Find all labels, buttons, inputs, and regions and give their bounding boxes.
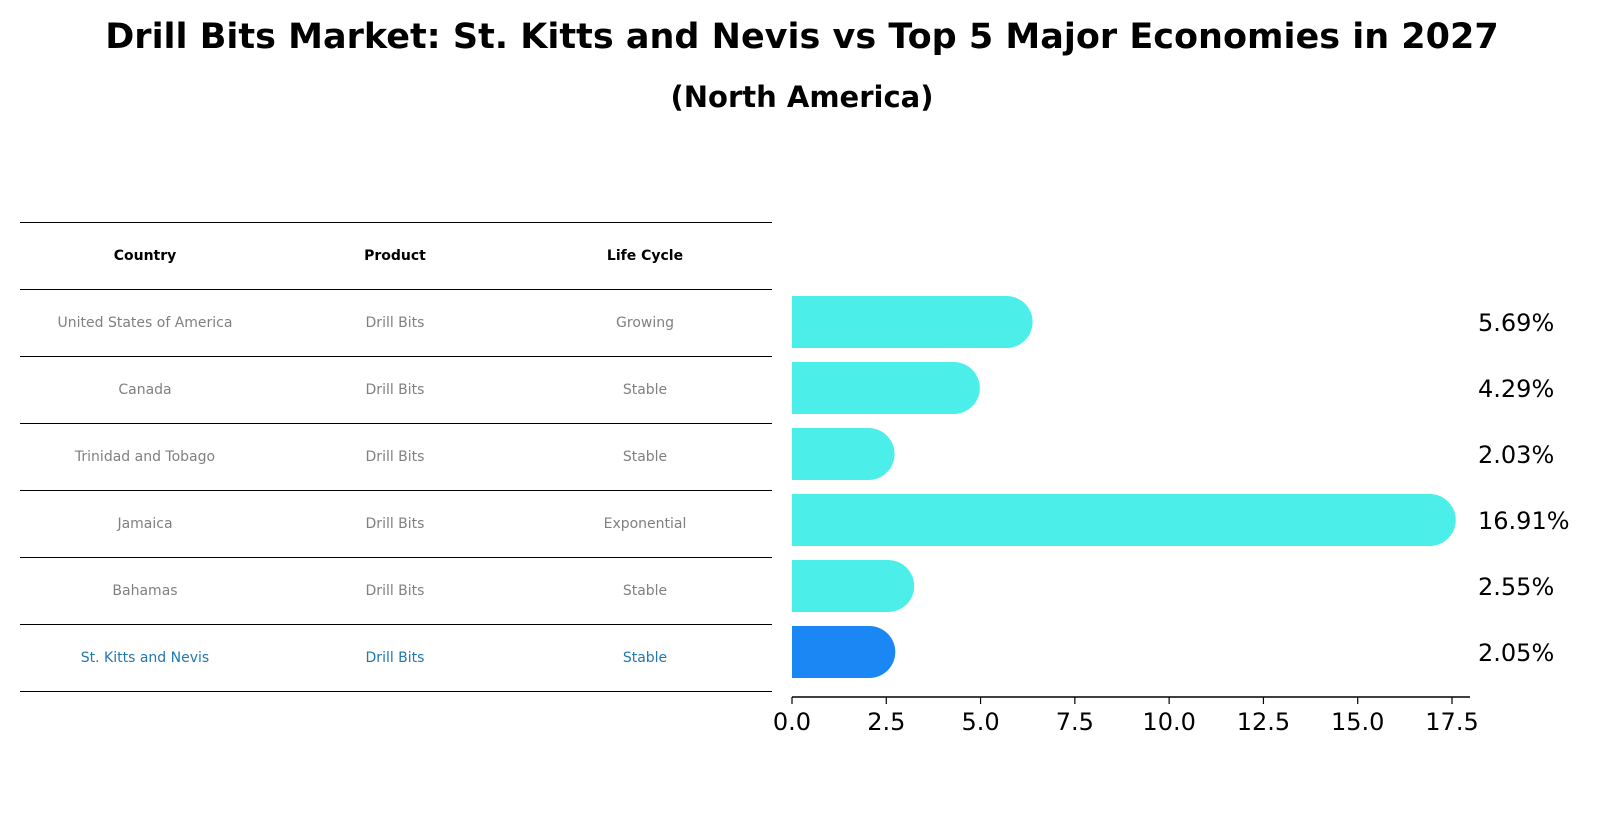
cell-product: Drill Bits bbox=[365, 382, 425, 398]
cell-country: St. Kitts and Nevis bbox=[80, 650, 210, 666]
table-top-rule bbox=[20, 222, 772, 223]
cell-life-cycle: Stable bbox=[622, 382, 668, 398]
bar-value-label: 2.55% bbox=[1478, 573, 1554, 601]
table-row: United States of America Drill Bits Grow… bbox=[20, 290, 772, 357]
x-tick-label: 5.0 bbox=[961, 708, 999, 736]
table-row-highlighted: St. Kitts and Nevis Drill Bits Stable bbox=[20, 625, 772, 692]
bar-value-label: 2.03% bbox=[1478, 441, 1554, 469]
chart-title: Drill Bits Market: St. Kitts and Nevis v… bbox=[105, 17, 1499, 57]
cell-country: Bahamas bbox=[112, 583, 178, 599]
header-country: Country bbox=[113, 248, 177, 264]
x-tick-label: 7.5 bbox=[1056, 708, 1094, 736]
cell-product: Drill Bits bbox=[365, 650, 425, 666]
cell-product: Drill Bits bbox=[365, 583, 425, 599]
bar bbox=[792, 626, 896, 678]
cell-life-cycle: Stable bbox=[622, 449, 668, 465]
bar bbox=[792, 296, 1033, 348]
x-tick-label: 15.0 bbox=[1331, 708, 1384, 736]
cell-life-cycle: Stable bbox=[622, 650, 668, 666]
table-row: Trinidad and Tobago Drill Bits Stable bbox=[20, 424, 772, 491]
cell-country: Canada bbox=[118, 382, 172, 398]
table-row: Canada Drill Bits Stable bbox=[20, 357, 772, 424]
bar bbox=[792, 428, 895, 480]
x-tick-label: 10.0 bbox=[1142, 708, 1195, 736]
cell-life-cycle: Growing bbox=[616, 315, 674, 331]
bar-value-label: 16.91% bbox=[1478, 507, 1570, 535]
cell-country: United States of America bbox=[57, 315, 233, 331]
cell-product: Drill Bits bbox=[365, 315, 425, 331]
cell-life-cycle: Stable bbox=[622, 583, 668, 599]
table-row: Bahamas Drill Bits Stable bbox=[20, 558, 772, 625]
table-row: Jamaica Drill Bits Exponential bbox=[20, 491, 772, 558]
x-tick-label: 12.5 bbox=[1237, 708, 1290, 736]
bar bbox=[792, 494, 1456, 546]
bar-value-label: 5.69% bbox=[1478, 309, 1554, 337]
cell-country: Jamaica bbox=[117, 516, 173, 532]
bar-value-label: 4.29% bbox=[1478, 375, 1554, 403]
bar-value-label: 2.05% bbox=[1478, 639, 1554, 667]
x-tick-label: 0.0 bbox=[773, 708, 811, 736]
header-product: Product bbox=[364, 248, 426, 264]
table-header-row: Country Product Life Cycle bbox=[20, 223, 772, 290]
x-tick-label: 17.5 bbox=[1425, 708, 1478, 736]
data-table: Country Product Life Cycle United States… bbox=[20, 222, 772, 692]
cell-life-cycle: Exponential bbox=[603, 516, 687, 532]
bar bbox=[792, 560, 915, 612]
cell-product: Drill Bits bbox=[365, 516, 425, 532]
x-tick-label: 2.5 bbox=[867, 708, 905, 736]
header-life-cycle: Life Cycle bbox=[606, 248, 684, 264]
bar bbox=[792, 362, 980, 414]
cell-country: Trinidad and Tobago bbox=[74, 449, 216, 465]
cell-product: Drill Bits bbox=[365, 449, 425, 465]
chart-subtitle: (North America) bbox=[670, 80, 934, 114]
